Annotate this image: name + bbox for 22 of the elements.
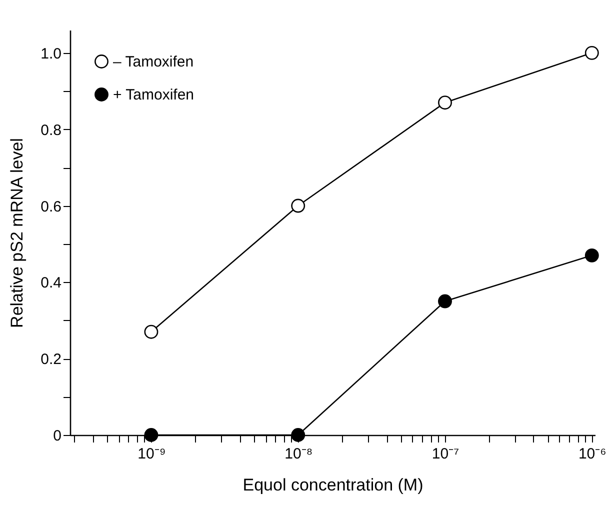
y-tick-label: 1.0	[40, 45, 62, 62]
y-tick-label: 0.2	[40, 351, 62, 368]
y-tick-label: 0.8	[40, 122, 62, 139]
legend-label: + Tamoxifen	[113, 86, 194, 104]
y-tick-label: 0.4	[40, 274, 62, 292]
x-axis-title: Equol concentration (M)	[242, 476, 424, 494]
point	[144, 324, 158, 339]
y-axis-title: Relative pS2 mRNA level	[8, 138, 27, 328]
point	[584, 248, 599, 262]
point	[438, 96, 452, 110]
point	[144, 428, 158, 442]
x-tick-label: 10⁻⁶	[578, 446, 606, 462]
y-tick-label: 0	[53, 428, 62, 444]
point	[291, 198, 306, 213]
x-tick-label: 10⁻⁷	[432, 446, 460, 462]
point	[291, 428, 306, 442]
point	[438, 294, 452, 308]
x-tick-label: 10⁻⁸	[284, 446, 313, 462]
point	[584, 46, 599, 60]
x-tick-label: 10⁻⁹	[138, 446, 166, 462]
y-tick-label: 0.6	[40, 198, 62, 216]
legend-label: – Tamoxifen	[113, 54, 194, 70]
